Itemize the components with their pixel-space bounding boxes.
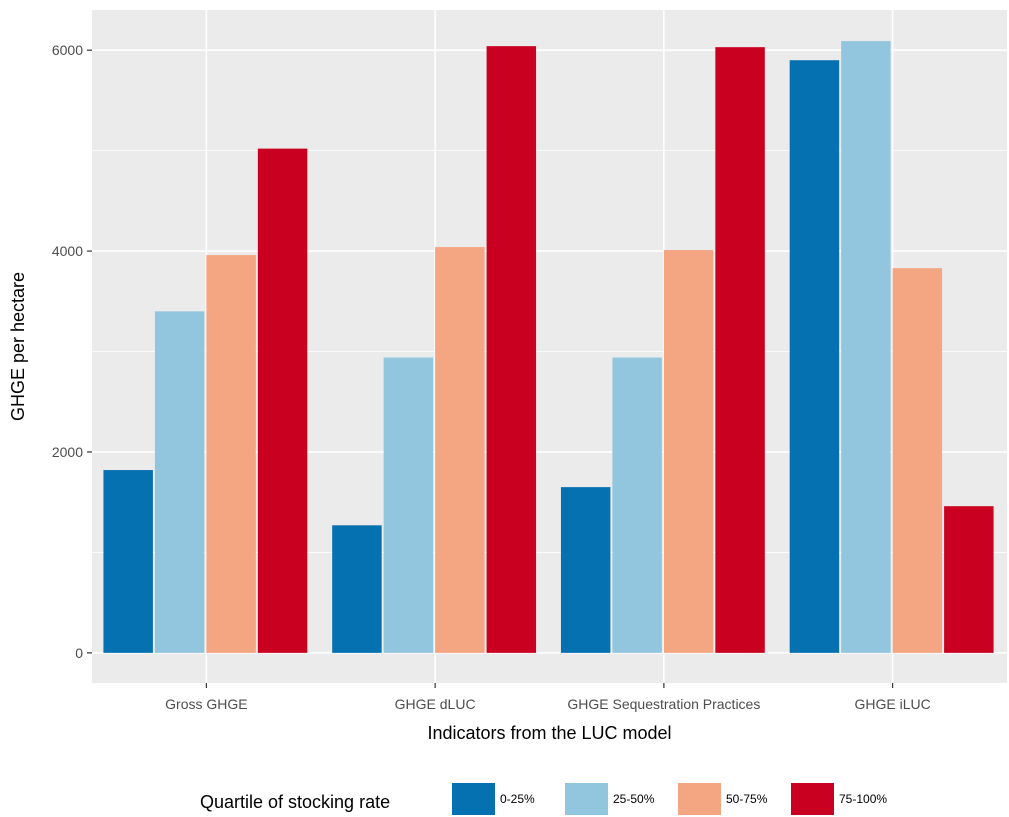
bar xyxy=(383,357,434,653)
y-tick-label: 6000 xyxy=(52,42,83,58)
bar xyxy=(944,506,994,653)
x-axis: Gross GHGE GHGE dLUC GHGE Sequestration Pr… xyxy=(165,683,931,712)
x-tick-label: GHGE iLUC xyxy=(855,696,931,712)
x-axis-title: Indicators from the LUC model xyxy=(427,723,671,743)
legend-key xyxy=(565,783,608,815)
bar xyxy=(103,470,153,653)
legend-title: Quartile of stocking rate xyxy=(200,792,390,812)
legend-label: 75-100% xyxy=(839,792,887,806)
x-tick-label: Gross GHGE xyxy=(165,696,247,712)
legend-key xyxy=(678,783,721,815)
bar xyxy=(663,250,714,653)
bar xyxy=(789,60,840,653)
bar xyxy=(892,268,943,653)
x-tick-label: GHGE dLUC xyxy=(395,696,476,712)
y-axis: 0 2000 4000 6000 xyxy=(52,42,92,661)
x-tick-label: GHGE Sequestration Practices xyxy=(567,696,760,712)
y-tick-label: 0 xyxy=(75,645,83,661)
bar xyxy=(257,148,308,653)
y-tick-label: 2000 xyxy=(52,444,83,460)
bar xyxy=(206,255,256,653)
legend-key xyxy=(452,783,495,815)
legend-label: 50-75% xyxy=(726,792,768,806)
bar xyxy=(154,311,205,653)
bar xyxy=(486,46,537,653)
bars xyxy=(103,41,994,653)
bar xyxy=(841,41,891,653)
bar xyxy=(332,525,382,653)
bar xyxy=(715,47,765,653)
bar xyxy=(435,247,485,653)
y-axis-title: GHGE per hectare xyxy=(8,272,28,421)
bar xyxy=(560,487,611,653)
legend-key xyxy=(791,783,834,815)
legend-label: 25-50% xyxy=(613,792,655,806)
bar xyxy=(612,357,662,653)
y-tick-label: 4000 xyxy=(52,243,83,259)
legend: Quartile of stocking rate 0-25% 25-50% 50-… xyxy=(200,783,887,815)
legend-label: 0-25% xyxy=(500,792,535,806)
